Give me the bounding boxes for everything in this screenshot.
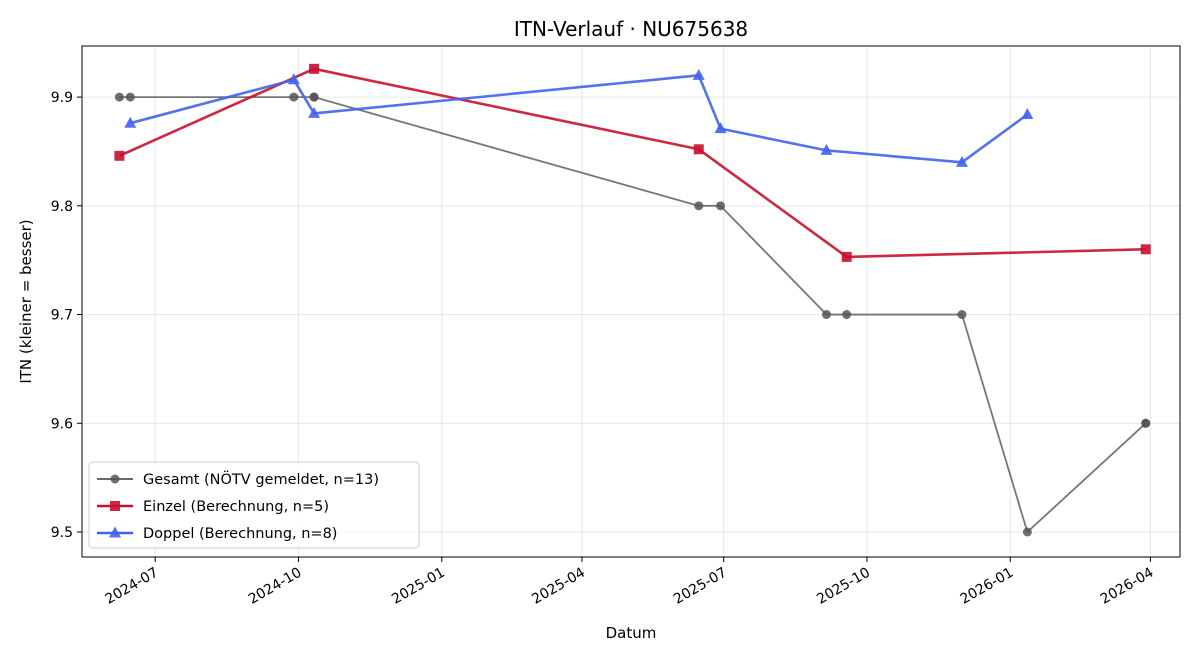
y-tick-label: 9.8 — [51, 199, 73, 215]
series-square — [114, 63, 1151, 262]
x-tick-label: 2025-04 — [529, 565, 588, 608]
y-tick-label: 9.6 — [51, 416, 73, 432]
data-point — [841, 251, 852, 262]
chart-title: ITN-Verlauf · NU675638 — [514, 17, 748, 41]
data-point — [1141, 418, 1151, 428]
series-layer — [114, 63, 1151, 537]
series-circle — [114, 92, 1151, 537]
data-point — [289, 92, 299, 102]
series-triangle — [124, 68, 1034, 167]
x-tick-label: 2025-01 — [389, 565, 448, 608]
grid — [82, 46, 1180, 557]
x-tick-label: 2025-10 — [814, 565, 873, 608]
data-point — [821, 310, 831, 320]
data-point — [114, 150, 125, 161]
data-point — [694, 201, 704, 211]
legend-swatch-marker — [110, 474, 120, 484]
data-point — [309, 63, 320, 74]
x-tick-label: 2026-04 — [1098, 565, 1157, 608]
y-tick-label: 9.5 — [51, 525, 73, 541]
data-point — [309, 92, 319, 102]
data-point — [955, 155, 968, 167]
x-tick-label: 2024-07 — [103, 565, 162, 608]
x-tick-label: 2025-07 — [671, 565, 730, 608]
data-point — [308, 106, 321, 118]
data-point — [287, 73, 300, 85]
y-tick-label: 9.7 — [51, 308, 73, 324]
data-point — [1021, 107, 1034, 119]
legend-entry: Doppel (Berechnung, n=8) — [143, 526, 337, 542]
data-point — [716, 201, 726, 211]
legend-swatch-marker — [109, 526, 121, 538]
plot-frame — [81, 45, 1181, 558]
data-point — [820, 143, 833, 155]
data-point — [125, 92, 135, 102]
data-point — [1140, 244, 1151, 255]
x-tick-label: 2024-10 — [246, 565, 305, 608]
data-point — [692, 68, 705, 80]
y-tick-label: 9.9 — [51, 90, 73, 106]
x-tick-label: 2026-01 — [958, 565, 1017, 608]
series-line — [129, 74, 1029, 164]
legend-entry: Einzel (Berechnung, n=5) — [143, 499, 329, 515]
data-point — [714, 122, 727, 134]
legend-box — [88, 461, 420, 549]
legend-entry: Gesamt (NÖTV gemeldet, n=13) — [143, 470, 379, 488]
data-point — [693, 144, 704, 155]
data-point — [842, 310, 852, 320]
data-point — [114, 92, 124, 102]
data-point — [124, 116, 137, 128]
y-axis-label: ITN (kleiner = besser) — [17, 219, 35, 383]
legend-swatch-marker — [110, 501, 120, 511]
x-axis-label: Datum — [606, 624, 657, 642]
data-point — [1022, 527, 1032, 537]
legend: Gesamt (NÖTV gemeldet, n=13) Einzel (Bere… — [88, 461, 420, 549]
data-point — [957, 310, 967, 320]
